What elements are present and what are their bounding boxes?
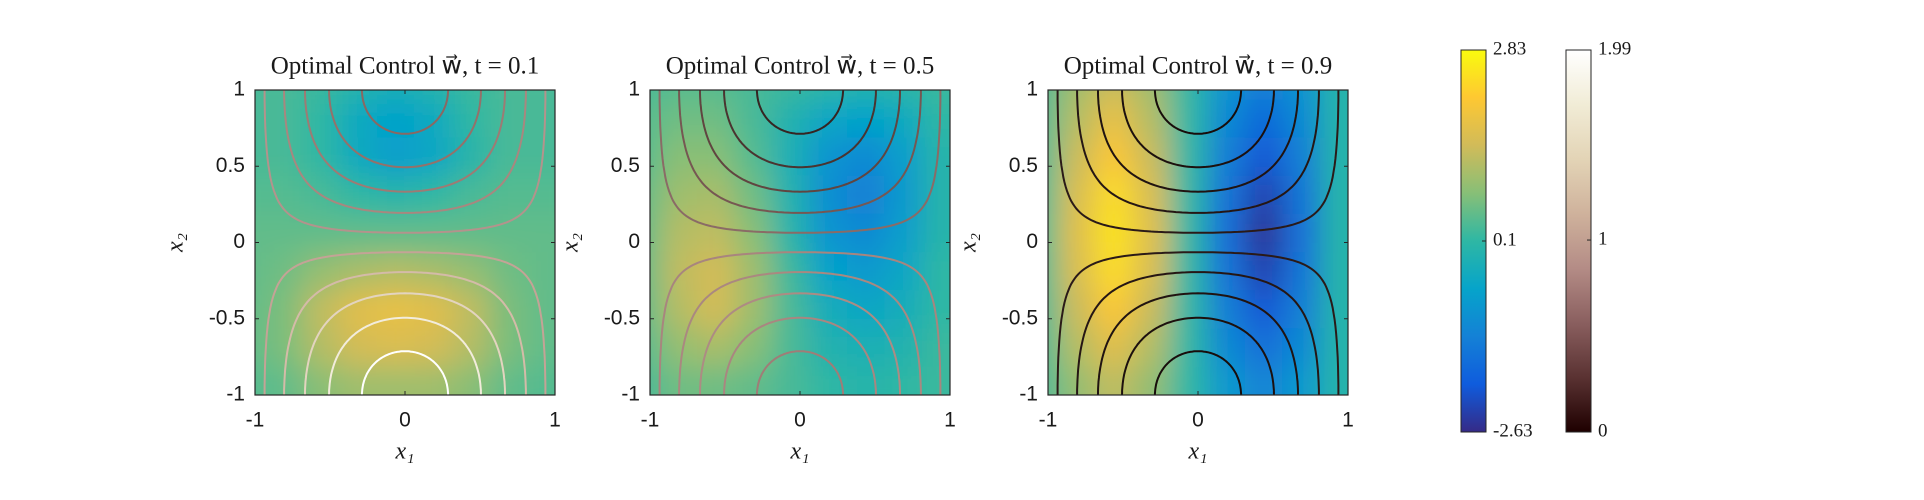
x-tick-label: -1 [246,409,265,432]
field [650,90,950,395]
contour-line [263,90,547,234]
contour-line [1121,90,1275,169]
y-tick-label: -0.5 [604,306,640,329]
contour-line [1076,271,1320,395]
x-axis-label: x₁ [790,439,810,465]
contour-line [1097,90,1299,193]
colorbar-tick-label: 0 [1598,420,1608,441]
contour-line [658,90,942,234]
x-axis-label: x₁ [395,439,415,465]
field [255,90,555,395]
contour-line [1056,90,1340,234]
contour-line [755,350,845,395]
contour-line [678,271,922,395]
plot-area [255,90,555,395]
y-tick-label: 0 [628,230,640,253]
y-tick-label: 1 [628,78,640,101]
contour-line [304,292,506,395]
y-tick-label: 0.5 [611,154,640,177]
field-cell [921,366,950,395]
x-tick-label: 0 [794,409,806,432]
contour-line [283,90,527,214]
y-axis-label: x₂ [956,233,982,253]
colorbar-tick-label: 1.99 [1598,38,1631,59]
y-tick-label: 0.5 [1009,154,1038,177]
y-tick-label: 0.5 [216,154,245,177]
contour-line [360,90,450,135]
contour-line [658,251,942,395]
contour-line [304,90,506,193]
contour-line [1153,90,1243,135]
x-tick-label: -1 [1039,409,1058,432]
plot-area [1048,90,1348,395]
y-tick-label: 0 [233,230,245,253]
contour-line [1153,350,1243,395]
contour-line [723,316,877,395]
y-tick-label: 0 [1026,230,1038,253]
x-axis-label: x₁ [1188,439,1208,465]
contour-line [1097,292,1299,395]
x-tick-label: 1 [944,409,956,432]
contour-line [1056,251,1340,395]
x-tick-label: 1 [549,409,561,432]
x-tick-label: 0 [399,409,411,432]
field-cell [526,366,555,395]
y-tick-label: -1 [621,383,640,406]
y-tick-label: -0.5 [209,306,245,329]
y-axis-label: x₂ [558,233,584,253]
colorbar-tick-label: 2.83 [1493,38,1526,59]
chart-title: Optimal Control w⃗, t = 0.5 [666,53,935,80]
contour-line [360,350,450,395]
y-tick-label: 1 [233,78,245,101]
y-tick-label: -0.5 [1002,306,1038,329]
contour-line [263,251,547,395]
x-tick-label: -1 [641,409,660,432]
contour-line [328,316,482,395]
field-cell [1319,366,1348,395]
y-tick-label: -1 [1019,383,1038,406]
contour-line [723,90,877,169]
y-tick-label: -1 [226,383,245,406]
contour-line [699,292,901,395]
field [1048,90,1348,395]
x-tick-label: 1 [1342,409,1354,432]
colorbar-tick-label: 0.1 [1493,229,1517,250]
plot-area [650,90,950,395]
colorbar [1565,49,1592,433]
chart-title: Optimal Control w⃗, t = 0.1 [271,53,540,80]
y-axis-label: x₂ [163,233,189,253]
contour-line [1076,90,1320,214]
contour-line [283,271,527,395]
colorbar-tick-label: 1 [1598,228,1608,249]
y-tick-label: 1 [1026,78,1038,101]
colorbar [1460,49,1487,433]
contour-line [678,90,922,214]
contour-line [1121,316,1275,395]
contour-line [699,90,901,193]
contour-line [755,90,845,135]
chart-title: Optimal Control w⃗, t = 0.9 [1064,53,1333,80]
contour-line [328,90,482,169]
x-tick-label: 0 [1192,409,1204,432]
colorbar-tick-label: -2.63 [1493,420,1533,441]
